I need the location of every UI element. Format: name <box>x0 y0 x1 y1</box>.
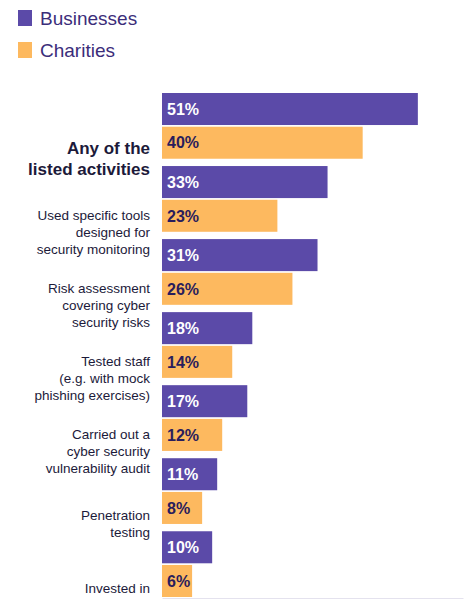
category-label-line: phishing exercises) <box>34 388 150 403</box>
data-label: 23% <box>167 208 199 225</box>
legend: Businesses Charities <box>18 8 137 61</box>
category-label-line: security risks <box>72 315 150 330</box>
category-label: Invested in threat intelligence <box>44 581 150 599</box>
y-tick: Used specific tools designed for security … <box>37 208 151 257</box>
y-tick: Penetration testing <box>81 508 150 540</box>
y-tick: Risk assessment covering cyber security ri… <box>48 281 151 330</box>
bar <box>162 458 217 490</box>
category-label-line: testing <box>110 525 150 540</box>
y-axis: Any of the listed activities Used specific… <box>28 139 150 599</box>
category-label: Carried out a cyber security vulnerability… <box>46 427 151 476</box>
data-label: 33% <box>167 174 199 191</box>
category-label-line: designed for <box>76 225 151 240</box>
y-tick: Any of the listed activities <box>28 139 150 179</box>
bar <box>162 200 277 232</box>
legend-swatch <box>18 10 32 26</box>
data-label: 10% <box>167 539 199 556</box>
bar <box>162 531 212 563</box>
x-axis <box>163 598 464 599</box>
data-label: 12% <box>167 427 199 444</box>
bar <box>162 385 247 417</box>
bar <box>162 312 252 344</box>
data-label: 6% <box>167 573 190 590</box>
category-label-line: Carried out a <box>72 427 151 442</box>
category-label-line: covering cyber <box>62 298 150 313</box>
data-label: 14% <box>167 354 199 371</box>
bar <box>162 492 202 524</box>
y-tick: Invested in threat intelligence <box>44 581 150 599</box>
bar <box>162 93 418 125</box>
category-label: Penetration testing <box>81 508 150 540</box>
bar <box>162 273 292 305</box>
data-label: 11% <box>167 466 198 483</box>
data-label: 17% <box>167 393 199 410</box>
category-label: Used specific tools designed for security … <box>37 208 151 257</box>
y-tick: Carried out a cyber security vulnerability… <box>46 427 151 476</box>
category-label-line: Tested staff <box>81 354 150 369</box>
category-label-line: threat intelligence <box>44 598 150 599</box>
legend-label: Businesses <box>40 8 137 29</box>
bars <box>162 93 418 597</box>
category-label-line: Any of the <box>67 139 150 158</box>
data-labels: 51% 33% 31% 18% 17% 11% 10% 40% 23% 26% 14% 12% 8% 6% <box>167 101 199 590</box>
bar <box>162 565 192 597</box>
category-label-line: Risk assessment <box>48 281 150 296</box>
category-label-line: vulnerability audit <box>46 461 151 476</box>
category-label-line: cyber security <box>67 444 151 459</box>
data-label: 40% <box>167 134 199 151</box>
bar <box>162 239 318 271</box>
x-axis-line <box>163 598 464 599</box>
category-label-line: Used specific tools <box>37 208 150 223</box>
bar <box>162 166 328 198</box>
legend-swatch <box>18 42 32 58</box>
data-label: 31% <box>167 247 199 264</box>
y-tick: Tested staff (e.g. with mock phishing exer… <box>34 354 150 403</box>
category-label-line: Penetration <box>81 508 150 523</box>
bar <box>162 346 232 378</box>
data-label: 26% <box>167 281 199 298</box>
data-label: 18% <box>167 320 199 337</box>
category-label: Tested staff (e.g. with mock phishing exer… <box>34 354 150 403</box>
category-label-line: (e.g. with mock <box>59 371 150 386</box>
category-label: Any of the listed activities <box>28 139 150 179</box>
data-label: 8% <box>167 500 190 517</box>
data-label: 51% <box>167 101 199 118</box>
category-label-line: security monitoring <box>37 242 150 257</box>
category-label-line: listed activities <box>28 160 150 179</box>
legend-label: Charities <box>40 40 115 61</box>
bar <box>162 419 222 451</box>
category-label: Risk assessment covering cyber security ri… <box>48 281 151 330</box>
category-label-line: Invested in <box>85 581 150 596</box>
bar <box>162 127 363 159</box>
chart: 51% 33% 31% 18% 17% 11% 10% 40% 23% 26% 14% 12% 8% 6%… <box>0 0 465 599</box>
